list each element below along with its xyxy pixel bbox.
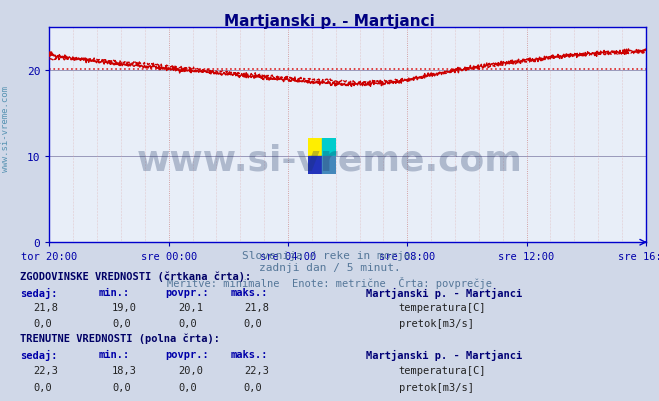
Bar: [308, 156, 322, 174]
Text: povpr.:: povpr.:: [165, 287, 208, 297]
Text: maks.:: maks.:: [231, 349, 268, 359]
Bar: [322, 138, 336, 156]
Text: min.:: min.:: [99, 349, 130, 359]
Text: 0,0: 0,0: [112, 382, 130, 392]
Text: Meritve: minimalne  Enote: metrične  Črta: povprečje: Meritve: minimalne Enote: metrične Črta:…: [167, 276, 492, 288]
Bar: [322, 156, 336, 174]
Text: ZGODOVINSKE VREDNOSTI (črtkana črta):: ZGODOVINSKE VREDNOSTI (črtkana črta):: [20, 271, 251, 282]
Text: Slovenija / reke in morje.: Slovenija / reke in morje.: [242, 251, 417, 261]
Text: temperatura[C]: temperatura[C]: [399, 302, 486, 312]
Text: 19,0: 19,0: [112, 302, 137, 312]
Text: Martjanski p. - Martjanci: Martjanski p. - Martjanci: [366, 349, 522, 360]
Text: min.:: min.:: [99, 287, 130, 297]
Text: sedaj:: sedaj:: [20, 287, 57, 298]
Text: Martjanski p. - Martjanci: Martjanski p. - Martjanci: [366, 287, 522, 298]
Text: 0,0: 0,0: [33, 318, 51, 328]
Text: 0,0: 0,0: [244, 382, 262, 392]
Text: pretok[m3/s]: pretok[m3/s]: [399, 318, 474, 328]
Text: 21,8: 21,8: [33, 302, 58, 312]
Text: 0,0: 0,0: [33, 382, 51, 392]
Text: 18,3: 18,3: [112, 365, 137, 375]
Text: www.si-vreme.com: www.si-vreme.com: [1, 85, 10, 171]
Text: 0,0: 0,0: [178, 382, 196, 392]
Text: www.si-vreme.com: www.si-vreme.com: [136, 144, 523, 177]
Text: maks.:: maks.:: [231, 287, 268, 297]
Text: 22,3: 22,3: [244, 365, 269, 375]
Text: 22,3: 22,3: [33, 365, 58, 375]
Text: 21,8: 21,8: [244, 302, 269, 312]
Bar: [308, 138, 322, 156]
Text: pretok[m3/s]: pretok[m3/s]: [399, 382, 474, 392]
Text: temperatura[C]: temperatura[C]: [399, 365, 486, 375]
Text: 20,0: 20,0: [178, 365, 203, 375]
Text: Martjanski p. - Martjanci: Martjanski p. - Martjanci: [224, 14, 435, 29]
Text: 0,0: 0,0: [178, 318, 196, 328]
Text: 0,0: 0,0: [112, 318, 130, 328]
Text: 20,1: 20,1: [178, 302, 203, 312]
Text: povpr.:: povpr.:: [165, 349, 208, 359]
Text: zadnji dan / 5 minut.: zadnji dan / 5 minut.: [258, 263, 401, 273]
Text: TRENUTNE VREDNOSTI (polna črta):: TRENUTNE VREDNOSTI (polna črta):: [20, 333, 219, 344]
Text: sedaj:: sedaj:: [20, 349, 57, 360]
Text: 0,0: 0,0: [244, 318, 262, 328]
